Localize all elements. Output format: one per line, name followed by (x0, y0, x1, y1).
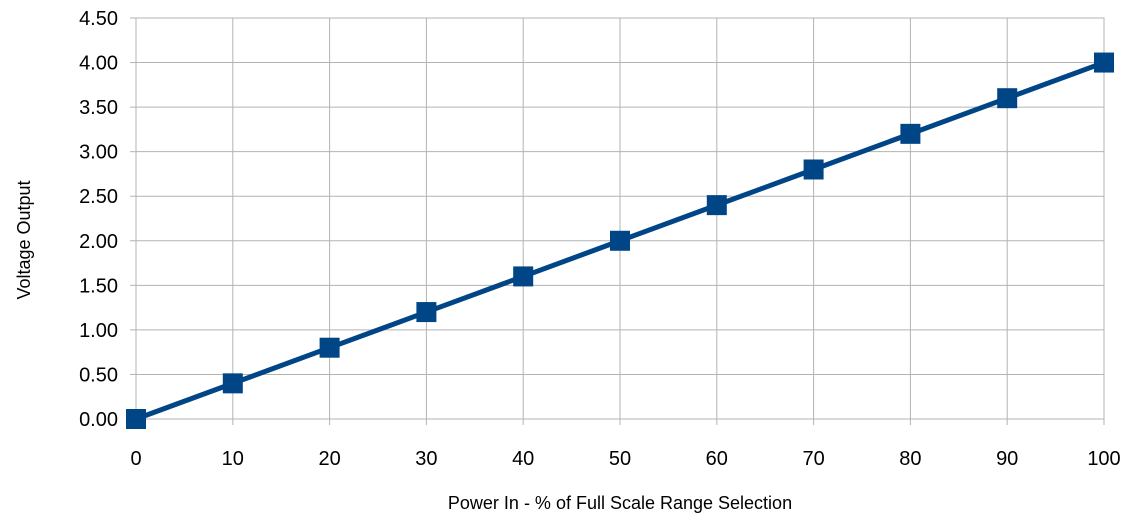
y-tick-label: 1.50 (79, 275, 118, 297)
data-point-marker (803, 159, 824, 180)
data-point-marker (416, 302, 437, 323)
x-tick-label: 90 (996, 448, 1018, 470)
data-point-marker (1094, 52, 1114, 73)
data-point-marker (222, 373, 243, 394)
y-tick-label: 4.50 (79, 8, 118, 30)
y-tick-label: 4.00 (79, 53, 118, 75)
series-group (126, 52, 1114, 429)
x-tick-label: 100 (1087, 448, 1120, 470)
axes (130, 17, 1105, 425)
x-axis-title: Power In - % of Full Scale Range Selecti… (448, 493, 792, 513)
x-tick-label: 80 (899, 448, 921, 470)
x-tick-label: 70 (802, 448, 824, 470)
data-point-marker (997, 88, 1018, 109)
x-tick-label: 60 (706, 448, 728, 470)
y-tick-label: 2.00 (79, 231, 118, 253)
y-tick-label: 0.00 (79, 409, 118, 431)
data-point-marker (900, 123, 921, 144)
data-point-marker (513, 266, 534, 287)
y-tick-label: 1.00 (79, 320, 118, 342)
y-axis-title: Voltage Output (14, 180, 34, 299)
x-tick-label: 10 (222, 448, 244, 470)
y-tick-label: 3.00 (79, 142, 118, 164)
data-point-marker (319, 337, 340, 358)
x-tick-label: 30 (415, 448, 437, 470)
x-tick-label: 40 (512, 448, 534, 470)
grid-lines (135, 17, 1105, 420)
plot-area-border (135, 17, 1105, 420)
tick-labels: 0 10 20 30 40 50 60 70 80 90 100 0.00 0.50 1.00 1.50 2.… (79, 8, 1121, 470)
y-tick-label: 3.50 (79, 97, 118, 119)
data-point-marker (706, 195, 727, 216)
x-tick-label: 20 (318, 448, 340, 470)
x-tick-label: 50 (609, 448, 631, 470)
x-tick-label: 0 (130, 448, 141, 470)
y-tick-label: 0.50 (79, 364, 118, 386)
data-point-marker (126, 409, 146, 429)
data-point-marker (610, 230, 630, 251)
y-tick-label: 2.50 (79, 186, 118, 208)
